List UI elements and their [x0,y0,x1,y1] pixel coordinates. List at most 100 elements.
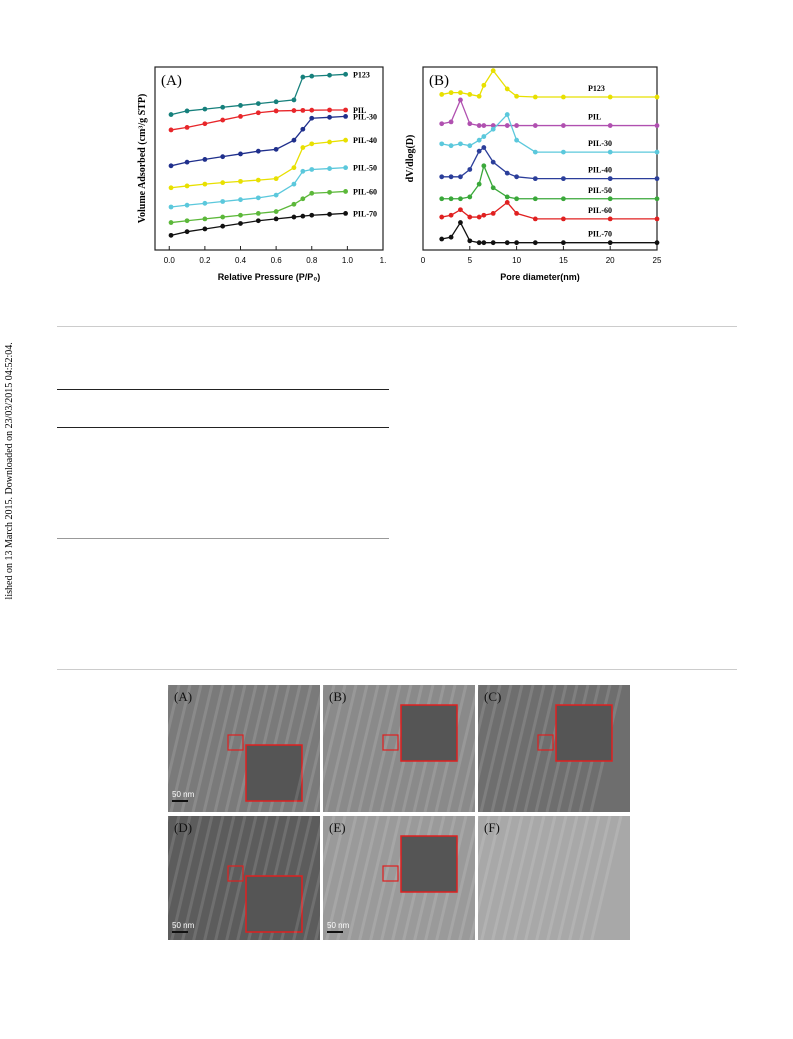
marker [514,240,519,246]
y-axis-label: Volume Adsorbed (cm³/g STP) [137,94,148,224]
marker [300,145,306,150]
marker [168,185,174,191]
texture [512,684,546,813]
marker [300,74,306,80]
texture [447,815,480,940]
marker [514,174,519,180]
marker [458,207,463,213]
panel-label: (B) [329,689,346,704]
marker [168,232,174,238]
marker [561,196,566,202]
series-label: PIL-70 [353,209,377,218]
texture [191,684,225,813]
texture [557,815,590,940]
marker [309,167,315,172]
inset-marker [227,865,244,882]
marker [532,123,538,128]
marker [343,165,348,171]
texture [181,815,214,940]
marker [561,123,566,128]
x-tick-label: 25 [653,256,662,265]
marker [238,178,243,184]
marker [184,229,190,235]
series-label: PIL-50 [353,164,377,173]
scale-bar [172,800,188,802]
texture [314,815,347,940]
marker [481,163,487,169]
x-tick-label: 15 [559,256,568,265]
marker [607,196,613,202]
table-rule [57,427,389,428]
marker [561,240,566,246]
marker [327,189,332,195]
series-label: PIL [353,106,366,115]
series-label: PIL-30 [353,112,377,121]
panel-label: (B) [429,73,449,89]
marker [168,112,174,117]
marker [654,196,660,202]
marker [476,123,482,128]
texture [501,684,535,813]
marker [220,154,226,160]
marker [467,238,473,244]
marker [327,166,332,171]
series-line [441,98,657,127]
marker [467,194,473,200]
marker [343,71,348,77]
y-axis-label: dV/dlog(D) [405,135,416,183]
marker [220,214,226,220]
marker [273,108,279,114]
marker [490,185,496,191]
marker [532,216,538,222]
marker [439,196,445,202]
texture [568,815,601,940]
marker [255,110,261,116]
marker [448,119,454,125]
image-panel: (E) 50 nm [292,815,475,940]
panel-label: (E) [329,820,346,835]
x-tick-label: 0.0 [164,256,176,265]
marker [532,196,538,202]
texture [169,684,203,813]
marker [202,226,208,232]
marker [309,141,315,147]
series-line [441,201,657,220]
marker [448,174,454,180]
inset [245,744,303,802]
marker [255,177,261,183]
marker [291,181,297,187]
texture [147,684,181,813]
marker [300,168,306,174]
texture [546,815,579,940]
marker [273,209,279,214]
marker [184,183,190,189]
marker [490,211,496,216]
marker [202,157,208,162]
marker [607,216,613,222]
x-tick-label: 20 [606,256,615,265]
marker [607,94,613,100]
marker [448,234,454,240]
marker [309,115,315,121]
marker [504,200,510,205]
texture [224,684,258,813]
texture [192,815,225,940]
texture [458,815,491,940]
marker [439,174,445,180]
marker [654,94,660,100]
panel-label: (A) [161,73,182,89]
marker [309,107,315,113]
texture [446,684,480,813]
marker [184,159,190,165]
marker [490,126,496,132]
texture [180,684,214,813]
marker [184,124,190,130]
panel-label: (A) [174,689,192,704]
image-panel: (D) 50 nm [137,815,320,940]
texture [490,684,524,813]
x-axis-label: Pore diameter(nm) [500,272,580,282]
marker [458,97,463,103]
marker [202,200,208,206]
texture [535,815,568,940]
marker [327,211,332,217]
